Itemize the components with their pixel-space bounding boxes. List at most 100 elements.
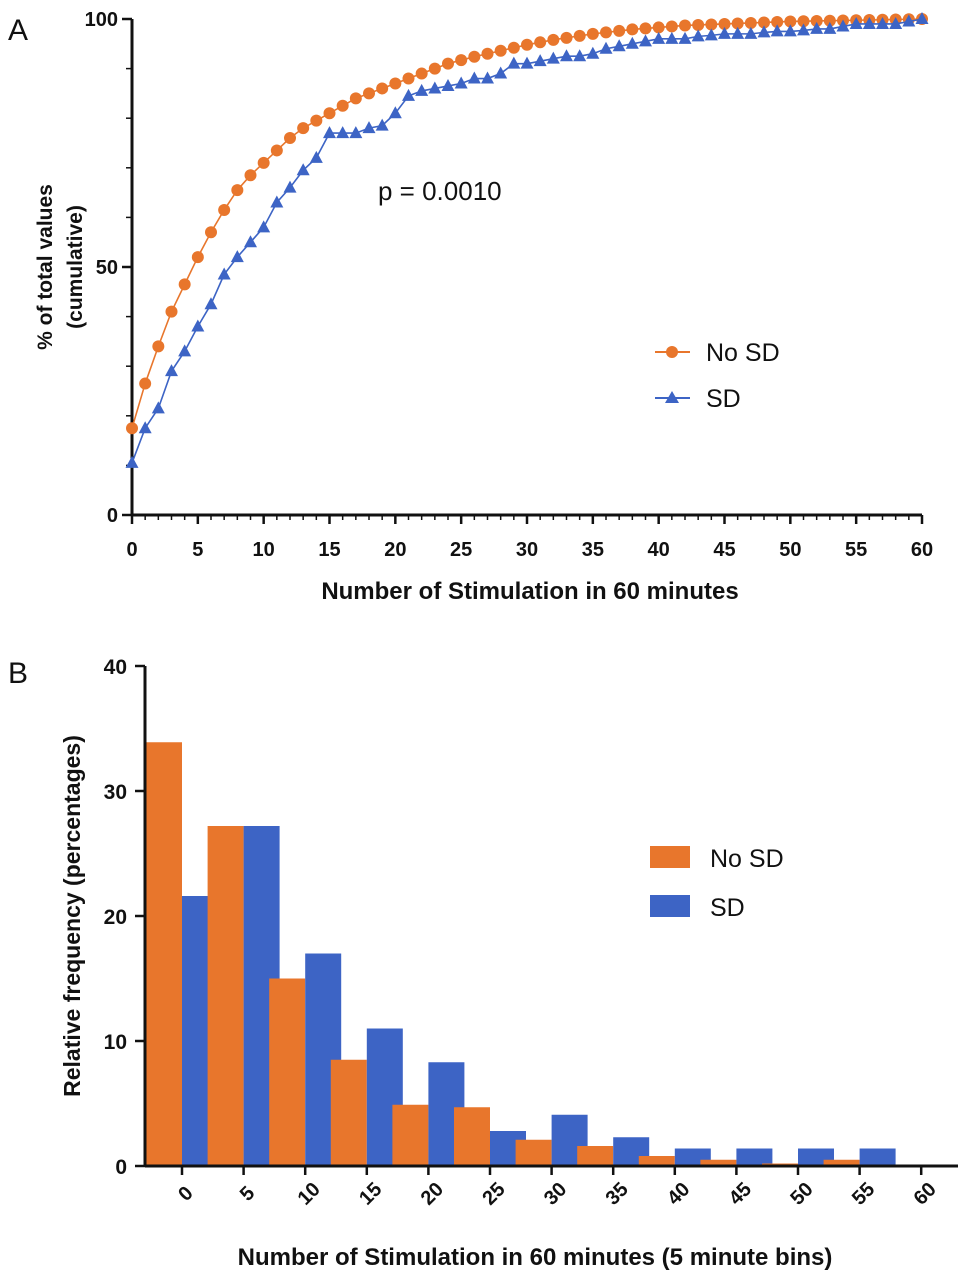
panel-b-y-tick-label: 10 — [104, 1031, 127, 1054]
series-no-sd-point — [271, 144, 283, 156]
series-sd-point — [257, 220, 270, 232]
bar-no-sd — [146, 742, 182, 1166]
panel-a-x-tick-label: 10 — [253, 539, 275, 561]
panel-b-x-tick-label: 55 — [848, 1178, 879, 1209]
series-no-sd-point — [679, 19, 691, 31]
panel-b-x-tick-label: 35 — [602, 1178, 633, 1209]
series-sd-point — [507, 57, 520, 69]
series-no-sd-point — [376, 82, 388, 94]
legend-b-no-sd-label: No SD — [710, 845, 784, 873]
series-no-sd-point — [363, 87, 375, 99]
series-no-sd-point — [482, 48, 494, 60]
series-sd-point — [191, 320, 204, 332]
series-no-sd-point — [245, 169, 257, 181]
series-no-sd-point — [429, 63, 441, 75]
panel-a-x-tick-label: 25 — [450, 539, 472, 561]
series-no-sd-point — [389, 77, 401, 89]
panel-b-x-tick-label: 30 — [540, 1178, 571, 1209]
panel-a-y-tick-label: 100 — [85, 9, 118, 31]
bar-no-sd — [208, 826, 244, 1166]
series-sd-point — [152, 401, 165, 413]
series-no-sd-point — [600, 26, 612, 38]
panel-a-x-tick-label: 30 — [516, 539, 538, 561]
panel-b-x-tick-label: 45 — [725, 1178, 756, 1209]
panel-b-label: B — [8, 657, 28, 690]
series-no-sd-point — [468, 51, 480, 63]
panel-b-x-tick-label: 10 — [294, 1178, 325, 1209]
panel-b-x-tick-label: 50 — [786, 1178, 817, 1209]
bar-no-sd — [269, 979, 305, 1167]
panel-a-cumulative-chart: A 0 5 10 15 20 25 30 35 40 45 50 55 60 0 50 100 p = 0.0… — [8, 9, 933, 605]
series-sd-point — [771, 24, 784, 36]
series-sd-point — [560, 49, 573, 61]
legend-b-sd-swatch — [650, 895, 690, 917]
panel-a-x-tick-label: 15 — [318, 539, 340, 561]
series-sd-point — [178, 344, 191, 356]
series-no-sd-point — [534, 36, 546, 48]
panel-a-y-tick-label: 0 — [107, 505, 118, 527]
series-no-sd-point — [337, 100, 349, 112]
panel-a-x-tick-label: 0 — [126, 539, 137, 561]
series-no-sd-point — [297, 122, 309, 134]
panel-a-x-tick-label: 60 — [911, 539, 933, 561]
series-no-sd-point — [166, 306, 178, 318]
series-no-sd-point — [613, 25, 625, 37]
panel-b-x-tick-label: 0 — [174, 1182, 197, 1205]
panel-a-x-tick-label: 50 — [779, 539, 801, 561]
series-no-sd-point — [574, 30, 586, 42]
panel-a-series — [126, 12, 929, 468]
series-sd-point — [165, 364, 178, 376]
bar-sd — [736, 1149, 772, 1167]
series-no-sd-point — [666, 20, 678, 32]
series-no-sd-point — [152, 340, 164, 352]
panel-b-x-tick-label: 15 — [355, 1178, 386, 1209]
panel-a-axes: 0 5 10 15 20 25 30 35 40 45 50 55 60 0 50 100 — [85, 9, 934, 561]
bar-sd — [860, 1149, 896, 1167]
series-no-sd-point — [587, 28, 599, 40]
series-sd-point — [665, 32, 678, 44]
panel-a-y-tick-label: 50 — [96, 257, 118, 279]
series-sd-point — [718, 27, 731, 39]
series-no-sd-point — [416, 68, 428, 80]
panel-b-y-axis-title: Relative frequency (percentages) — [59, 735, 85, 1097]
bar-no-sd — [577, 1146, 613, 1166]
series-no-sd-point — [547, 34, 559, 46]
panel-a-x-tick-label: 45 — [713, 539, 735, 561]
panel-b-x-tick-label: 20 — [417, 1178, 448, 1209]
series-no-sd-point — [692, 19, 704, 31]
series-no-sd-point — [284, 132, 296, 144]
bar-no-sd — [454, 1107, 490, 1166]
legend-no-sd-label: No SD — [706, 339, 780, 367]
series-sd-point — [336, 126, 349, 138]
series-sd-point — [139, 421, 152, 433]
series-no-sd-point — [653, 21, 665, 33]
series-no-sd-point — [455, 54, 467, 66]
series-no-sd-point — [139, 378, 151, 390]
series-no-sd-point — [218, 204, 230, 216]
legend-no-sd-marker — [666, 346, 678, 358]
series-sd-point — [310, 151, 323, 163]
series-no-sd-point — [442, 58, 454, 70]
bar-no-sd — [392, 1105, 428, 1166]
panel-b-histogram-chart: B 0 10 20 30 40 0 5 10 15 20 25 30 35 40 45 50 55 60 No S… — [8, 656, 958, 1271]
panel-a-x-tick-label: 40 — [648, 539, 670, 561]
panel-b-x-tick-label: 25 — [478, 1178, 509, 1209]
series-no-sd-point — [258, 157, 270, 169]
panel-b-bars — [146, 742, 896, 1166]
series-no-sd-point — [561, 32, 573, 44]
panel-b-y-tick-label: 30 — [104, 781, 127, 804]
panel-b-y-tick-label: 40 — [104, 656, 127, 679]
series-no-sd-point — [126, 422, 138, 434]
series-no-sd-point — [403, 73, 415, 85]
panel-a-x-tick-label: 5 — [192, 539, 203, 561]
panel-a-y-axis-title-line1: % of total values — [34, 184, 57, 350]
series-no-sd-point — [521, 39, 533, 51]
series-sd-point — [652, 32, 665, 44]
series-no-sd-point — [350, 92, 362, 104]
series-no-sd-point — [640, 22, 652, 34]
panel-b-x-axis-title: Number of Stimulation in 60 minutes (5 m… — [238, 1244, 833, 1271]
panel-a-legend: No SD SD — [655, 339, 780, 413]
series-no-sd-point — [626, 23, 638, 35]
bar-no-sd — [331, 1060, 367, 1166]
